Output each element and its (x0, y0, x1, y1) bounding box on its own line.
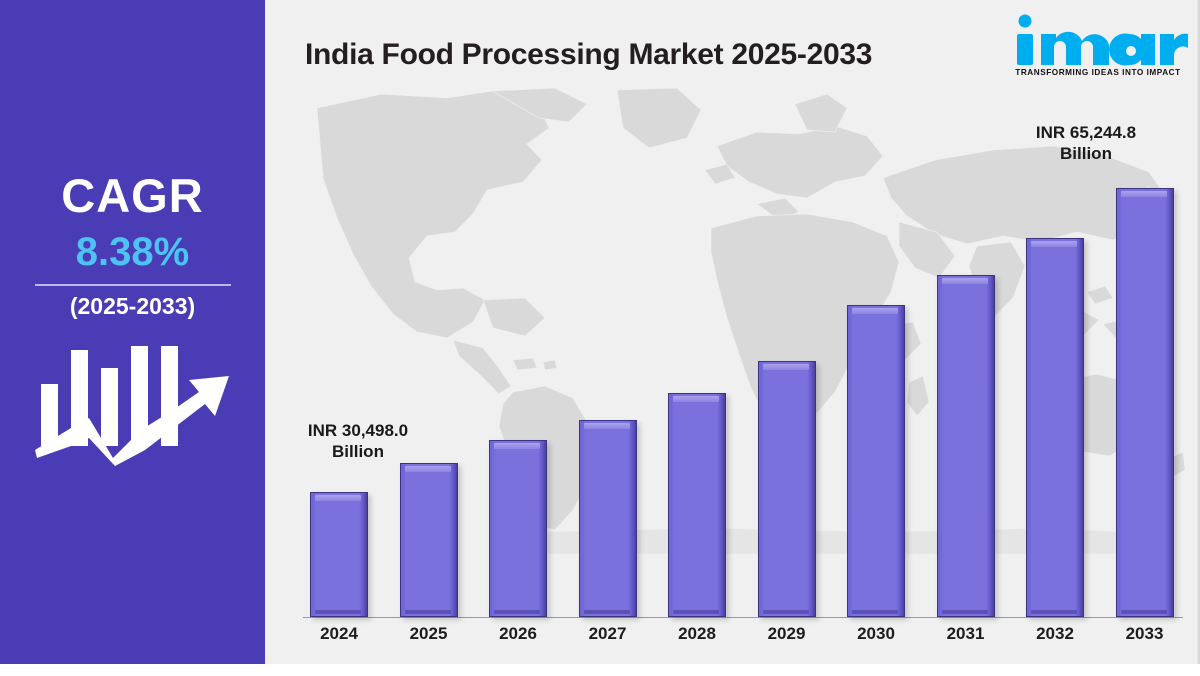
data-label-2033: INR 65,244.8 Billion (1035, 123, 1137, 164)
x-axis-label-2026: 2026 (499, 624, 537, 643)
bar-2026 (489, 440, 547, 617)
bar-top-highlight (941, 278, 988, 284)
bar-top-highlight (315, 495, 361, 501)
imarc-wordmark-icon (1017, 14, 1188, 66)
logo-tagline: TRANSFORMING IDEAS INTO IMPACT (1015, 68, 1181, 77)
bar-bottom-shade (494, 610, 540, 614)
sidebar-divider (34, 284, 231, 286)
x-axis-label-2027: 2027 (588, 624, 627, 643)
bar-2028 (668, 393, 726, 617)
x-axis-label-2030: 2030 (857, 624, 895, 643)
bar-bottom-shade (852, 610, 898, 614)
bar-2032 (1026, 238, 1084, 617)
x-axis-label-2033: 2033 (1125, 624, 1164, 643)
bar-2025 (399, 463, 458, 617)
bar-top-highlight (404, 466, 451, 472)
chart-panel: India Food Processing Market 2025-2033 T… (265, 0, 1200, 664)
x-axis-line (303, 617, 1183, 618)
bar-bottom-shade (762, 610, 809, 614)
growth-bar-chart-arrow-icon (33, 346, 233, 471)
bottom-strip (0, 664, 1200, 676)
bar-2027 (578, 420, 637, 617)
x-axis-label-2028: 2028 (678, 624, 716, 643)
cagr-period: (2025-2033) (69, 293, 196, 319)
x-axis-label-2031: 2031 (946, 624, 985, 643)
bar-bottom-shade (404, 610, 451, 614)
x-axis-label-2024: 2024 (320, 624, 358, 643)
x-axis-label-2025: 2025 (409, 624, 448, 643)
bar-top-highlight (673, 396, 719, 402)
bar-bottom-shade (1120, 610, 1167, 614)
bar-top-highlight (583, 423, 630, 429)
bar-bottom-shade (673, 610, 719, 614)
page-title: India Food Processing Market 2025-2033 (305, 38, 873, 71)
bar-2029 (757, 361, 816, 617)
bar-top-highlight (1031, 241, 1077, 247)
bar-2024 (310, 492, 368, 617)
bar-bottom-shade (315, 610, 361, 614)
bar-top-highlight (494, 443, 540, 449)
x-axis-label-2029: 2029 (767, 624, 806, 643)
imarc-logo: TRANSFORMING IDEAS INTO IMPACT (1008, 14, 1188, 77)
bar-bottom-shade (1031, 610, 1077, 614)
bar-top-highlight (762, 364, 809, 370)
bar-2030 (847, 305, 905, 617)
cagr-label: CAGR (61, 169, 204, 222)
data-label-2024: INR 30,498.0 Billion (307, 421, 409, 462)
cagr-sidebar: CAGR 8.38% (2025-2033) (0, 0, 265, 664)
bar-top-highlight (852, 308, 898, 314)
bar-top-highlight (1120, 191, 1167, 197)
bar-bottom-shade (583, 610, 630, 614)
cagr-value: 8.38% (75, 230, 190, 274)
x-axis-label-2032: 2032 (1036, 624, 1074, 643)
bar-bottom-shade (941, 610, 988, 614)
bar-2031 (936, 275, 995, 617)
bar-chart-plot: INR 30,498.0 Billion INR 65,244.8 Billio… (265, 0, 1200, 664)
bar-2033 (1115, 188, 1174, 617)
